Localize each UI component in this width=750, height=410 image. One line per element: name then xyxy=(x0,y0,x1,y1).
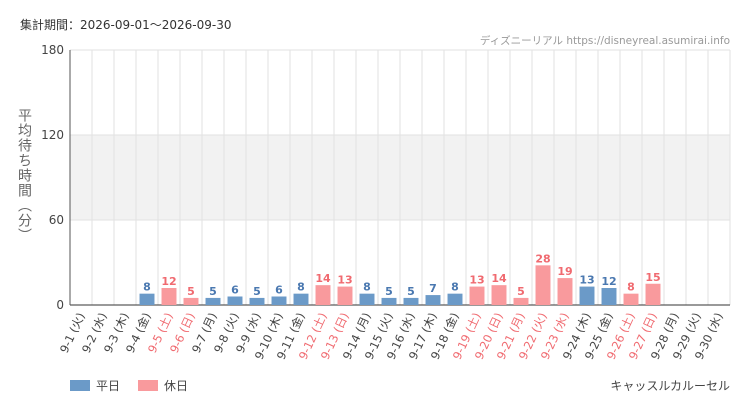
bar xyxy=(139,293,155,305)
bar xyxy=(337,286,353,305)
legend-swatch-holiday xyxy=(138,380,159,391)
data-label: 28 xyxy=(535,252,550,265)
data-label: 5 xyxy=(253,285,261,298)
data-label: 13 xyxy=(337,274,352,287)
bar xyxy=(645,283,661,305)
chart-grid-layer xyxy=(69,49,731,306)
legend-label-weekday: 平日 xyxy=(96,379,121,393)
data-label: 5 xyxy=(187,285,195,298)
data-label: 8 xyxy=(297,281,305,294)
bar xyxy=(425,295,441,305)
data-label: 13 xyxy=(469,274,484,287)
data-label: 14 xyxy=(491,272,507,285)
y-axis-title: 平均待ち時間（分） xyxy=(16,107,32,243)
legend-label-holiday: 休日 xyxy=(164,379,189,393)
bar xyxy=(205,297,221,305)
data-label: 8 xyxy=(627,281,635,294)
data-label: 5 xyxy=(385,285,393,298)
data-label: 5 xyxy=(517,285,525,298)
bar xyxy=(447,293,463,305)
y-tick-label: 0 xyxy=(56,298,64,312)
bar xyxy=(161,288,177,305)
y-tick-label: 60 xyxy=(49,213,64,227)
bar xyxy=(381,297,397,305)
chart-label-layer: 9-1 (火)9-2 (水)9-3 (木)89-4 (金)129-5 (土)59… xyxy=(57,252,726,361)
bar xyxy=(469,286,485,305)
data-label: 13 xyxy=(579,274,594,287)
data-label: 12 xyxy=(601,275,616,288)
data-label: 6 xyxy=(275,284,283,297)
data-label: 8 xyxy=(143,281,151,294)
bar xyxy=(491,285,507,305)
bar xyxy=(557,278,573,305)
data-label: 19 xyxy=(557,265,572,278)
data-label: 5 xyxy=(407,285,415,298)
y-tick-label: 180 xyxy=(41,43,64,57)
bar xyxy=(271,296,287,305)
data-label: 12 xyxy=(161,275,176,288)
attraction-name: キャッスルカルーセル xyxy=(610,379,730,393)
data-label: 8 xyxy=(451,281,459,294)
bar xyxy=(513,297,529,305)
bar xyxy=(601,288,617,305)
legend-swatch-weekday xyxy=(70,380,90,391)
bar xyxy=(579,286,595,305)
bar xyxy=(227,296,243,305)
bar xyxy=(535,265,551,305)
chart-legend: 平日 休日 xyxy=(70,377,206,394)
data-label: 8 xyxy=(363,281,371,294)
bar xyxy=(315,285,331,305)
period-label: 集計期間：2026-09-01～2026-09-30 xyxy=(20,18,232,32)
bar xyxy=(249,297,265,305)
data-label: 14 xyxy=(315,272,331,285)
bar xyxy=(403,297,419,305)
chart-bar-layer xyxy=(139,265,661,305)
legend-item-holiday: 休日 xyxy=(138,377,188,394)
data-label: 6 xyxy=(231,284,239,297)
bar xyxy=(293,293,309,305)
site-credit: ディズニーリアル https://disneyreal.asumirai.inf… xyxy=(479,35,730,47)
bar xyxy=(623,293,639,305)
y-tick-label: 120 xyxy=(41,128,64,142)
legend-item-weekday: 平日 xyxy=(70,377,120,394)
bar xyxy=(359,293,375,305)
chart-axis-layer: 0 60 120 180 xyxy=(41,43,71,312)
bar xyxy=(183,297,199,305)
data-label: 7 xyxy=(429,282,437,295)
data-label: 5 xyxy=(209,285,217,298)
data-label: 15 xyxy=(645,271,660,284)
